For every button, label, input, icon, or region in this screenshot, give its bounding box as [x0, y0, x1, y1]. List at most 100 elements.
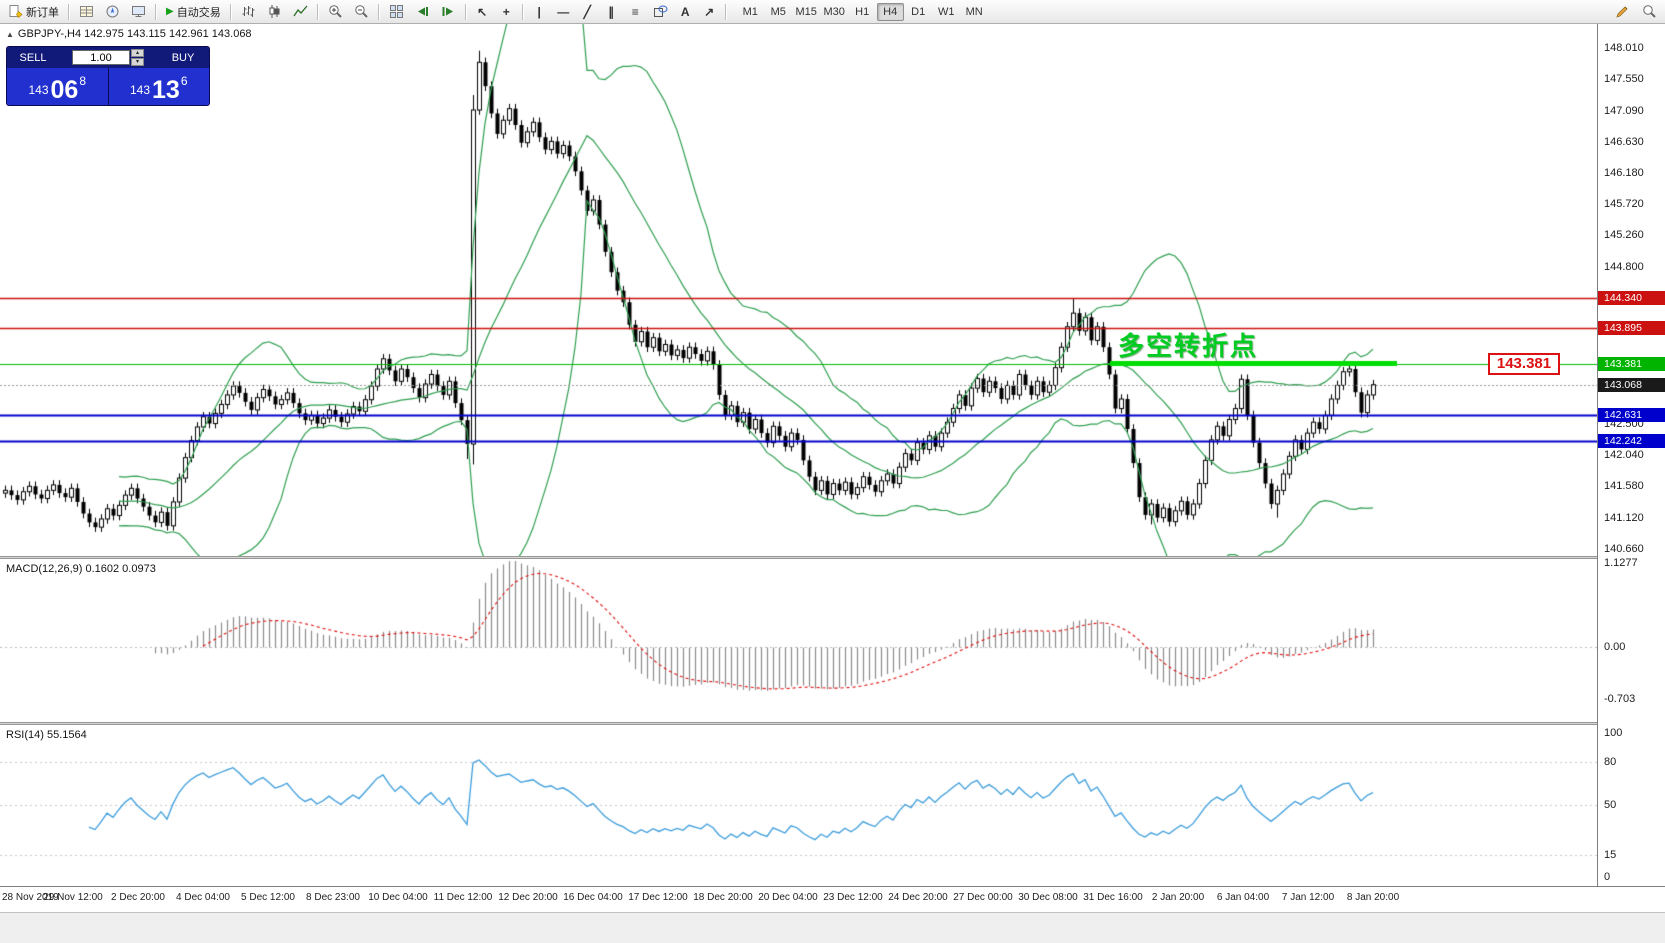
timeframe-m30[interactable]: M30	[823, 5, 845, 18]
rsi-tick: 15	[1604, 849, 1617, 862]
toolbar-separator	[155, 3, 157, 20]
timeframe-group: M1 M5 M15 M30 H1 H4 D1 W1 MN	[737, 2, 988, 21]
timeframe-m5[interactable]: M5	[770, 5, 786, 18]
crosshair-icon: +	[502, 4, 510, 19]
terminal-button[interactable]	[126, 2, 151, 22]
trendline-icon: ╱	[583, 4, 591, 19]
buy-button[interactable]: BUY	[171, 51, 195, 64]
time-axis[interactable]: 28 Nov 2019 29 Nov 12:00 2 Dec 20:00 4 Dec …	[0, 886, 1665, 912]
zoom-out-button[interactable]	[349, 2, 374, 22]
buy-price-sup: 6	[180, 74, 188, 88]
time-label: 4 Dec 04:00	[176, 892, 230, 903]
trendline-tool-button[interactable]: ╱	[576, 2, 599, 22]
volume-up-button[interactable]: ▴	[131, 49, 144, 57]
vertical-line-icon: |	[537, 4, 541, 19]
tile-windows-button[interactable]	[384, 2, 409, 22]
time-label: 8 Jan 20:00	[1346, 892, 1400, 903]
vertical-line-tool-button[interactable]: |	[528, 2, 551, 22]
sell-button[interactable]: SELL	[19, 51, 47, 64]
main-chart-canvas[interactable]	[0, 24, 1597, 556]
arrows-tool-button[interactable]: ↗	[698, 2, 721, 22]
price-tick: 141.580	[1604, 480, 1644, 493]
new-order-button[interactable]: 新订单	[3, 2, 64, 22]
toolbar-separator	[521, 3, 524, 20]
chart-shift-button[interactable]	[436, 2, 461, 22]
time-label: 10 Dec 04:00	[368, 892, 428, 903]
timeframe-mn[interactable]: MN	[965, 5, 983, 18]
chart-shift-icon	[442, 7, 453, 16]
bar-chart-button[interactable]	[236, 2, 261, 22]
fibonacci-tool-button[interactable]: ≡	[624, 2, 647, 22]
panel-divider[interactable]	[0, 722, 1665, 725]
search-button[interactable]	[1637, 2, 1662, 22]
time-label: 2 Jan 20:00	[1151, 892, 1205, 903]
rsi-indicator-label: RSI(14) 55.1564	[6, 729, 87, 741]
terminal-icon	[132, 6, 145, 17]
cursor-tool-button[interactable]: ↖	[471, 2, 494, 22]
volume-down-button[interactable]: ▾	[131, 58, 144, 66]
sell-price-small: 143	[28, 83, 49, 97]
auto-scroll-button[interactable]	[410, 2, 435, 22]
shapes-tool-button[interactable]	[648, 2, 673, 22]
price-tick: 145.720	[1604, 198, 1644, 211]
channel-tool-button[interactable]: ∥	[600, 2, 623, 22]
navigator-button[interactable]	[100, 2, 125, 22]
toolbar-separator	[464, 3, 467, 20]
rsi-tick: 0	[1604, 871, 1611, 884]
text-tool-button[interactable]: A	[674, 2, 697, 22]
time-label: 17 Dec 12:00	[628, 892, 688, 903]
time-label: 31 Dec 16:00	[1083, 892, 1143, 903]
time-label: 20 Dec 04:00	[758, 892, 818, 903]
timeframe-h4[interactable]: H4	[876, 2, 904, 21]
time-label: 29 Nov 12:00	[43, 892, 103, 903]
market-watch-button[interactable]	[74, 2, 99, 22]
toolbar: 新订单 ▶ 自动交易 ↖ + | — ╱ ∥ ≡ A ↗ M1 M5 M15 M30 H…	[0, 0, 1665, 24]
toolbar-separator	[229, 3, 232, 20]
volume-spinner: ▴ ▾	[131, 49, 144, 66]
new-order-icon	[9, 5, 23, 18]
new-order-label: 新订单	[26, 6, 59, 19]
timeframe-d1[interactable]: D1	[911, 5, 926, 18]
toolbar-separator	[377, 3, 380, 20]
sell-price-button[interactable]: 143 06 8	[7, 68, 108, 105]
time-label: 23 Dec 12:00	[823, 892, 883, 903]
trade-panel-prices: 143 06 8 143 13 6	[7, 68, 209, 105]
sell-price-big: 06	[50, 76, 79, 104]
buy-price-button[interactable]: 143 13 6	[107, 68, 209, 105]
price-axis[interactable]: 148.010 147.550 147.090 146.630 146.180 145.7…	[1597, 24, 1665, 886]
price-tick: 144.800	[1604, 260, 1644, 273]
price-badge: 143.895	[1598, 321, 1665, 336]
time-label: 16 Dec 04:00	[563, 892, 623, 903]
annotation-text[interactable]: 多空转折点	[1118, 330, 1259, 361]
price-tick: 147.550	[1604, 73, 1644, 86]
time-label: 30 Dec 08:00	[1018, 892, 1078, 903]
line-chart-icon	[293, 5, 308, 17]
edit-button[interactable]	[1610, 2, 1635, 22]
rsi-canvas[interactable]	[0, 725, 1597, 886]
autotrade-button[interactable]: ▶ 自动交易	[161, 2, 226, 22]
sell-price-sup: 8	[79, 74, 87, 88]
line-chart-button[interactable]	[288, 2, 313, 22]
candlestick-chart-button[interactable]	[262, 2, 287, 22]
price-tick: 146.180	[1604, 166, 1644, 179]
timeframe-m1[interactable]: M1	[742, 5, 758, 18]
timeframe-w1[interactable]: W1	[937, 5, 955, 18]
pencil-icon	[1616, 6, 1628, 18]
volume-input[interactable]	[72, 50, 130, 65]
collapse-icon[interactable]: ▲	[6, 29, 14, 39]
time-label: 27 Dec 00:00	[953, 892, 1013, 903]
zoom-in-button[interactable]	[323, 2, 348, 22]
timeframe-m15[interactable]: M15	[795, 5, 817, 18]
timeframe-h1[interactable]: H1	[855, 5, 870, 18]
crosshair-tool-button[interactable]: +	[495, 2, 518, 22]
price-tag-label[interactable]: 143.381	[1488, 352, 1560, 375]
macd-canvas[interactable]	[0, 559, 1597, 722]
time-label: 18 Dec 20:00	[693, 892, 753, 903]
price-badge: 143.381	[1598, 356, 1665, 371]
horizontal-line-tool-button[interactable]: —	[552, 2, 575, 22]
panel-divider[interactable]	[0, 556, 1665, 559]
text-tool-icon: A	[680, 4, 690, 19]
channel-icon: ∥	[608, 4, 615, 19]
search-icon	[1643, 5, 1656, 18]
buy-price-small: 143	[129, 83, 151, 97]
